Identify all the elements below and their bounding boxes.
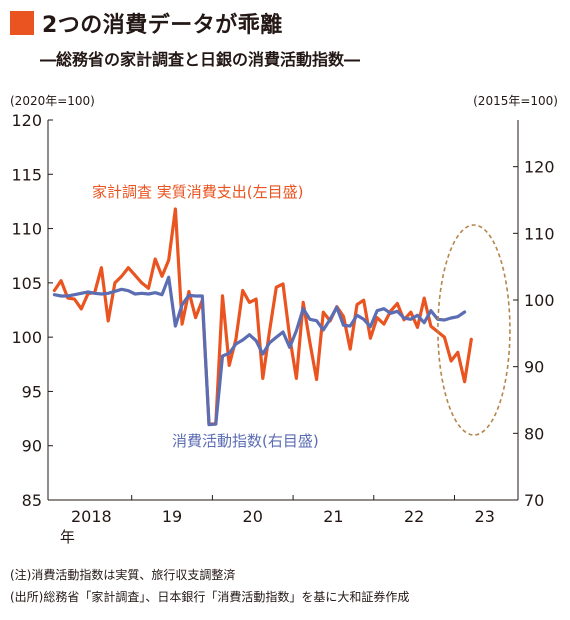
x-tick-label: 20 <box>243 507 263 526</box>
left-tick-label: 105 <box>11 274 42 293</box>
right-tick-label: 110 <box>524 224 555 243</box>
left-tick-label: 85 <box>22 491 42 510</box>
left-tick-label: 115 <box>11 165 42 184</box>
footnote-note: (注)消費活動指数は実質、旅行収支調整済 <box>10 568 236 582</box>
right-tick-label: 100 <box>524 291 555 310</box>
left-tick-label: 90 <box>22 437 42 456</box>
left-tick-label: 120 <box>11 111 42 130</box>
title-row: 2つの消費データが乖離 <box>10 8 283 38</box>
chart-title: 2つの消費データが乖離 <box>42 13 283 38</box>
x-tick-label: 2018 <box>71 507 112 526</box>
right-axis-unit: (2015年=100) <box>473 94 558 108</box>
x-unit-label: 年 <box>60 528 75 546</box>
x-tick-label: 19 <box>162 507 182 526</box>
left-tick-label: 100 <box>11 328 42 347</box>
chart-subtitle: ―総務省の家計調査と日銀の消費活動指数― <box>40 50 361 69</box>
axes <box>47 119 519 501</box>
consumption-activity-label: 消費活動指数(右目盛) <box>172 432 319 450</box>
left-tick-label: 110 <box>11 220 42 239</box>
x-tick-label: 22 <box>404 507 424 526</box>
consumption-activity-line <box>52 275 467 427</box>
divergence-highlight-ellipse <box>437 224 511 436</box>
household-spending-line <box>52 207 473 426</box>
household-spending-label: 家計調査 実質消費支出(左目盛) <box>92 183 303 201</box>
right-tick-label: 120 <box>524 158 555 177</box>
x-tick-label: 23 <box>475 507 495 526</box>
left-axis-unit: (2020年=100) <box>10 94 95 108</box>
right-tick-label: 80 <box>524 424 544 443</box>
footnote-source: (出所)総務省「家計調査」、日本銀行「消費活動指数」を基に大和証券作成 <box>10 590 410 604</box>
left-tick-label: 95 <box>22 382 42 401</box>
right-tick-label: 70 <box>524 491 544 510</box>
labels-layer: 85 90 95 100 105 110 115 120 70 80 90 100 110 120 2018… <box>11 111 554 546</box>
title-marker-icon <box>10 11 34 35</box>
x-tick-label: 21 <box>323 507 343 526</box>
right-tick-label: 90 <box>524 358 544 377</box>
series-layer <box>52 207 511 436</box>
chart-area: 85 90 95 100 105 110 115 120 70 80 90 100 110 120 2018… <box>11 111 554 546</box>
